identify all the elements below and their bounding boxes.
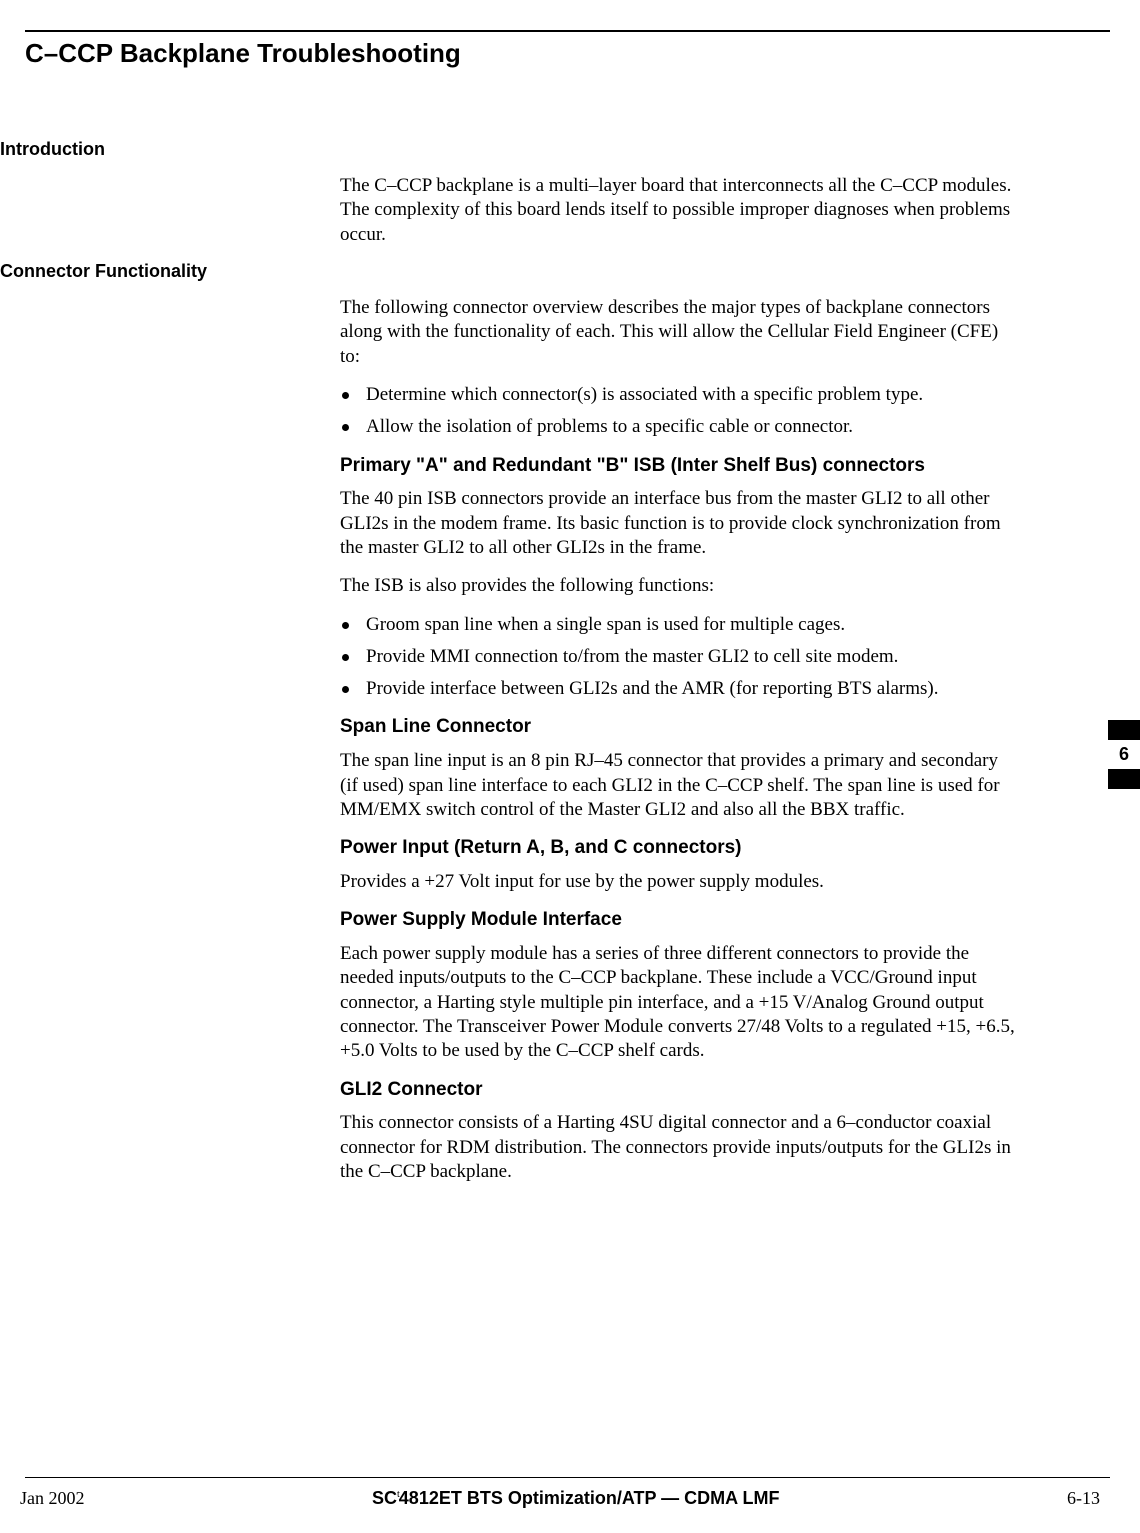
top-rule [25,30,1110,32]
isb-bullets: Groom span line when a single span is us… [340,613,1020,702]
intro-body: The C–CCP backplane is a multi–layer boa… [340,174,1020,247]
isb-para-1: The 40 pin ISB connectors provide an int… [340,487,1020,560]
footer-rule [25,1477,1110,1478]
footer: Jan 2002 SCt4812ET BTS Optimization/ATP … [40,1477,1100,1509]
subheading-span-line: Span Line Connector [340,715,1020,739]
gli2-para: This connector consists of a Harting 4SU… [340,1111,1020,1184]
list-item: Determine which connector(s) is associat… [340,383,1020,407]
chapter-number: 6 [1108,740,1140,769]
list-item: Provide MMI connection to/from the maste… [340,645,1020,669]
footer-page-number: 6-13 [1067,1488,1100,1509]
chapter-tab: 6 [1108,720,1140,789]
tab-block-bottom [1108,769,1140,789]
footer-date: Jan 2002 [20,1488,85,1509]
footer-center-prefix: SC [372,1488,397,1508]
tab-block-top [1108,720,1140,740]
power-input-para: Provides a +27 Volt input for use by the… [340,870,1020,894]
section-label-introduction: Introduction [0,139,1100,160]
section-label-connector-functionality: Connector Functionality [0,261,1100,282]
footer-line: Jan 2002 SCt4812ET BTS Optimization/ATP … [40,1488,1100,1509]
span-line-para: The span line input is an 8 pin RJ–45 co… [340,749,1020,822]
subheading-power-supply-module: Power Supply Module Interface [340,908,1020,932]
conn-bullets-1: Determine which connector(s) is associat… [340,383,1020,440]
list-item: Allow the isolation of problems to a spe… [340,415,1020,439]
subheading-isb: Primary "A" and Redundant "B" ISB (Inter… [340,454,1020,478]
power-supply-para: Each power supply module has a series of… [340,942,1020,1064]
footer-center-suffix: 4812ET BTS Optimization/ATP — CDMA LMF [399,1488,780,1508]
isb-para-2: The ISB is also provides the following f… [340,574,1020,598]
list-item: Groom span line when a single span is us… [340,613,1020,637]
footer-title: SCt4812ET BTS Optimization/ATP — CDMA LM… [85,1488,1068,1509]
subheading-gli2-connector: GLI2 Connector [340,1078,1020,1102]
page-title: C–CCP Backplane Troubleshooting [25,38,1100,69]
list-item: Provide interface between GLI2s and the … [340,677,1020,701]
conn-body: The following connector overview describ… [340,296,1020,1184]
subheading-power-input: Power Input (Return A, B, and C connecto… [340,836,1020,860]
conn-intro-para: The following connector overview describ… [340,296,1020,369]
intro-para: The C–CCP backplane is a multi–layer boa… [340,174,1020,247]
